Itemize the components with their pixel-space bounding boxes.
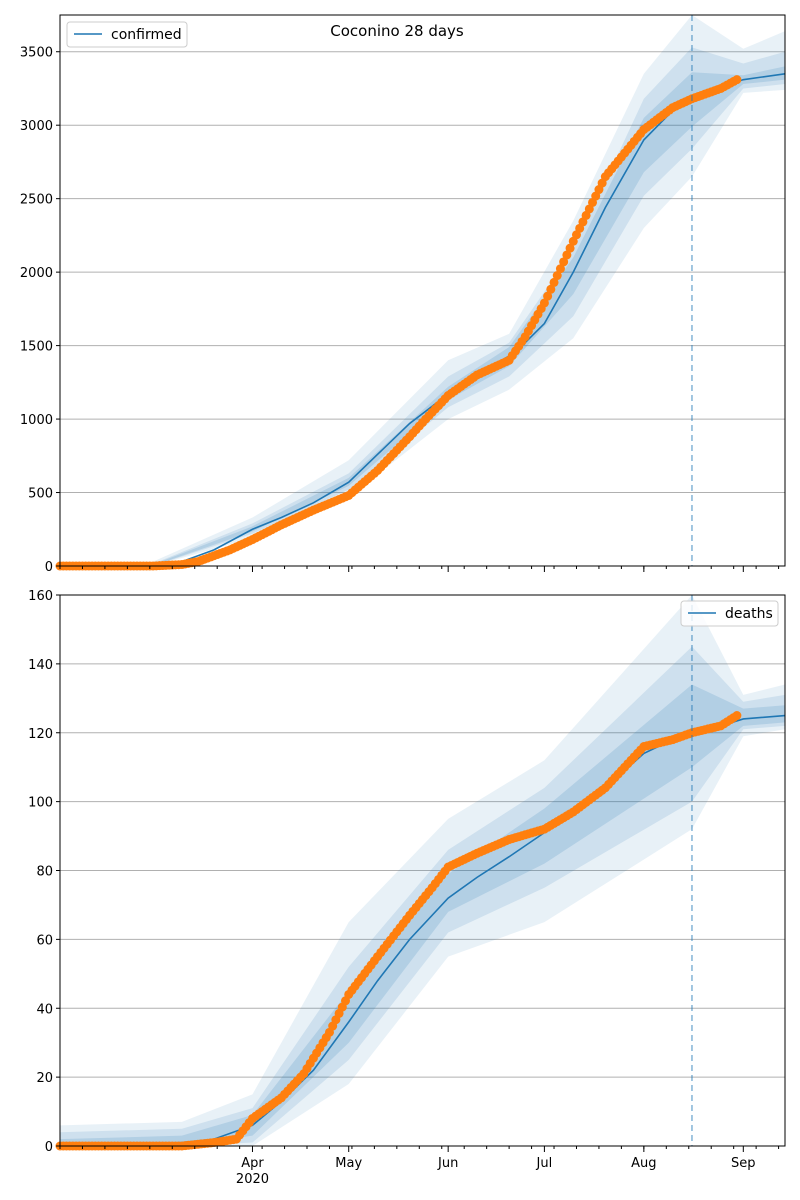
confirmed-y-tick-label: 3500 (20, 46, 53, 61)
deaths-y-tick-label: 100 (28, 796, 53, 811)
deaths-legend-label: deaths (725, 606, 773, 622)
x-tick-label: Jul (536, 1156, 553, 1171)
confirmed-legend: confirmed (66, 21, 188, 48)
confirmed-panel: 0 500 1000 1500 2000 2500 3000 3500 confirmed C… (20, 14, 786, 575)
confirmed-observed-point (549, 277, 559, 287)
confirmed-y-tick-label: 2000 (20, 266, 53, 281)
x-tick-label: Aug (631, 1156, 656, 1171)
confirmed-band-middle (153, 47, 785, 567)
deaths-y-axis: 0 20 40 60 80 100 120 140 160 (28, 589, 60, 1155)
confirmed-observed-point (732, 75, 742, 85)
chart-title: Coconino 28 days (330, 22, 464, 40)
confirmed-y-tick-label: 2500 (20, 193, 53, 208)
deaths-y-tick-label: 20 (36, 1071, 53, 1086)
deaths-observed-point (732, 711, 742, 721)
confirmed-legend-label: confirmed (111, 27, 182, 43)
x-tick-label: Jun (437, 1156, 458, 1171)
x-year-label: 2020 (236, 1172, 269, 1187)
confirmed-observed-point (546, 284, 556, 294)
confirmed-band-inner (153, 66, 785, 566)
confirmed-observed-point (565, 243, 575, 253)
deaths-panel: 0 20 40 60 80 100 120 140 160 Apr May Jun Jul Aug Sep… (28, 589, 786, 1187)
x-tick-label: May (335, 1156, 362, 1171)
deaths-legend-box (680, 600, 779, 627)
confirmed-x-ticks (59, 566, 780, 572)
deaths-y-tick-label: 140 (28, 658, 53, 673)
deaths-y-tick-label: 60 (36, 933, 53, 948)
x-tick-label: Apr (241, 1156, 264, 1171)
confirmed-legend-box (66, 21, 188, 48)
confirmed-observed-point (543, 291, 553, 301)
confirmed-observed-point (552, 271, 562, 281)
confirmed-y-tick-label: 0 (45, 560, 53, 575)
confirmed-axes-frame (59, 14, 786, 567)
confirmed-y-axis: 0 500 1000 1500 2000 2500 3000 3500 (20, 46, 60, 575)
confirmed-y-tick-label: 500 (28, 487, 53, 502)
deaths-gridlines (60, 594, 785, 1078)
deaths-y-tick-label: 80 (36, 865, 53, 880)
confirmed-observed-point (539, 298, 549, 308)
deaths-band-outer (60, 595, 785, 1146)
deaths-legend: deaths (680, 600, 779, 627)
confirmed-observed-point (562, 250, 572, 260)
confirmed-y-tick-label: 3000 (20, 119, 53, 134)
deaths-x-axis: Apr May Jun Jul Aug Sep 2020 (59, 1146, 780, 1187)
confirmed-y-tick-label: 1500 (20, 340, 53, 355)
deaths-y-tick-label: 120 (28, 727, 53, 742)
deaths-band-inner (60, 684, 785, 1146)
confirmed-observed-point (559, 257, 569, 267)
deaths-y-tick-label: 40 (36, 1002, 53, 1017)
deaths-y-tick-label: 0 (45, 1140, 53, 1155)
deaths-y-tick-label: 160 (28, 589, 53, 604)
confirmed-y-tick-label: 1000 (20, 413, 53, 428)
confirmed-observed-point (555, 264, 565, 274)
confirmed-observed-points (55, 75, 742, 571)
x-tick-label: Sep (731, 1156, 756, 1171)
